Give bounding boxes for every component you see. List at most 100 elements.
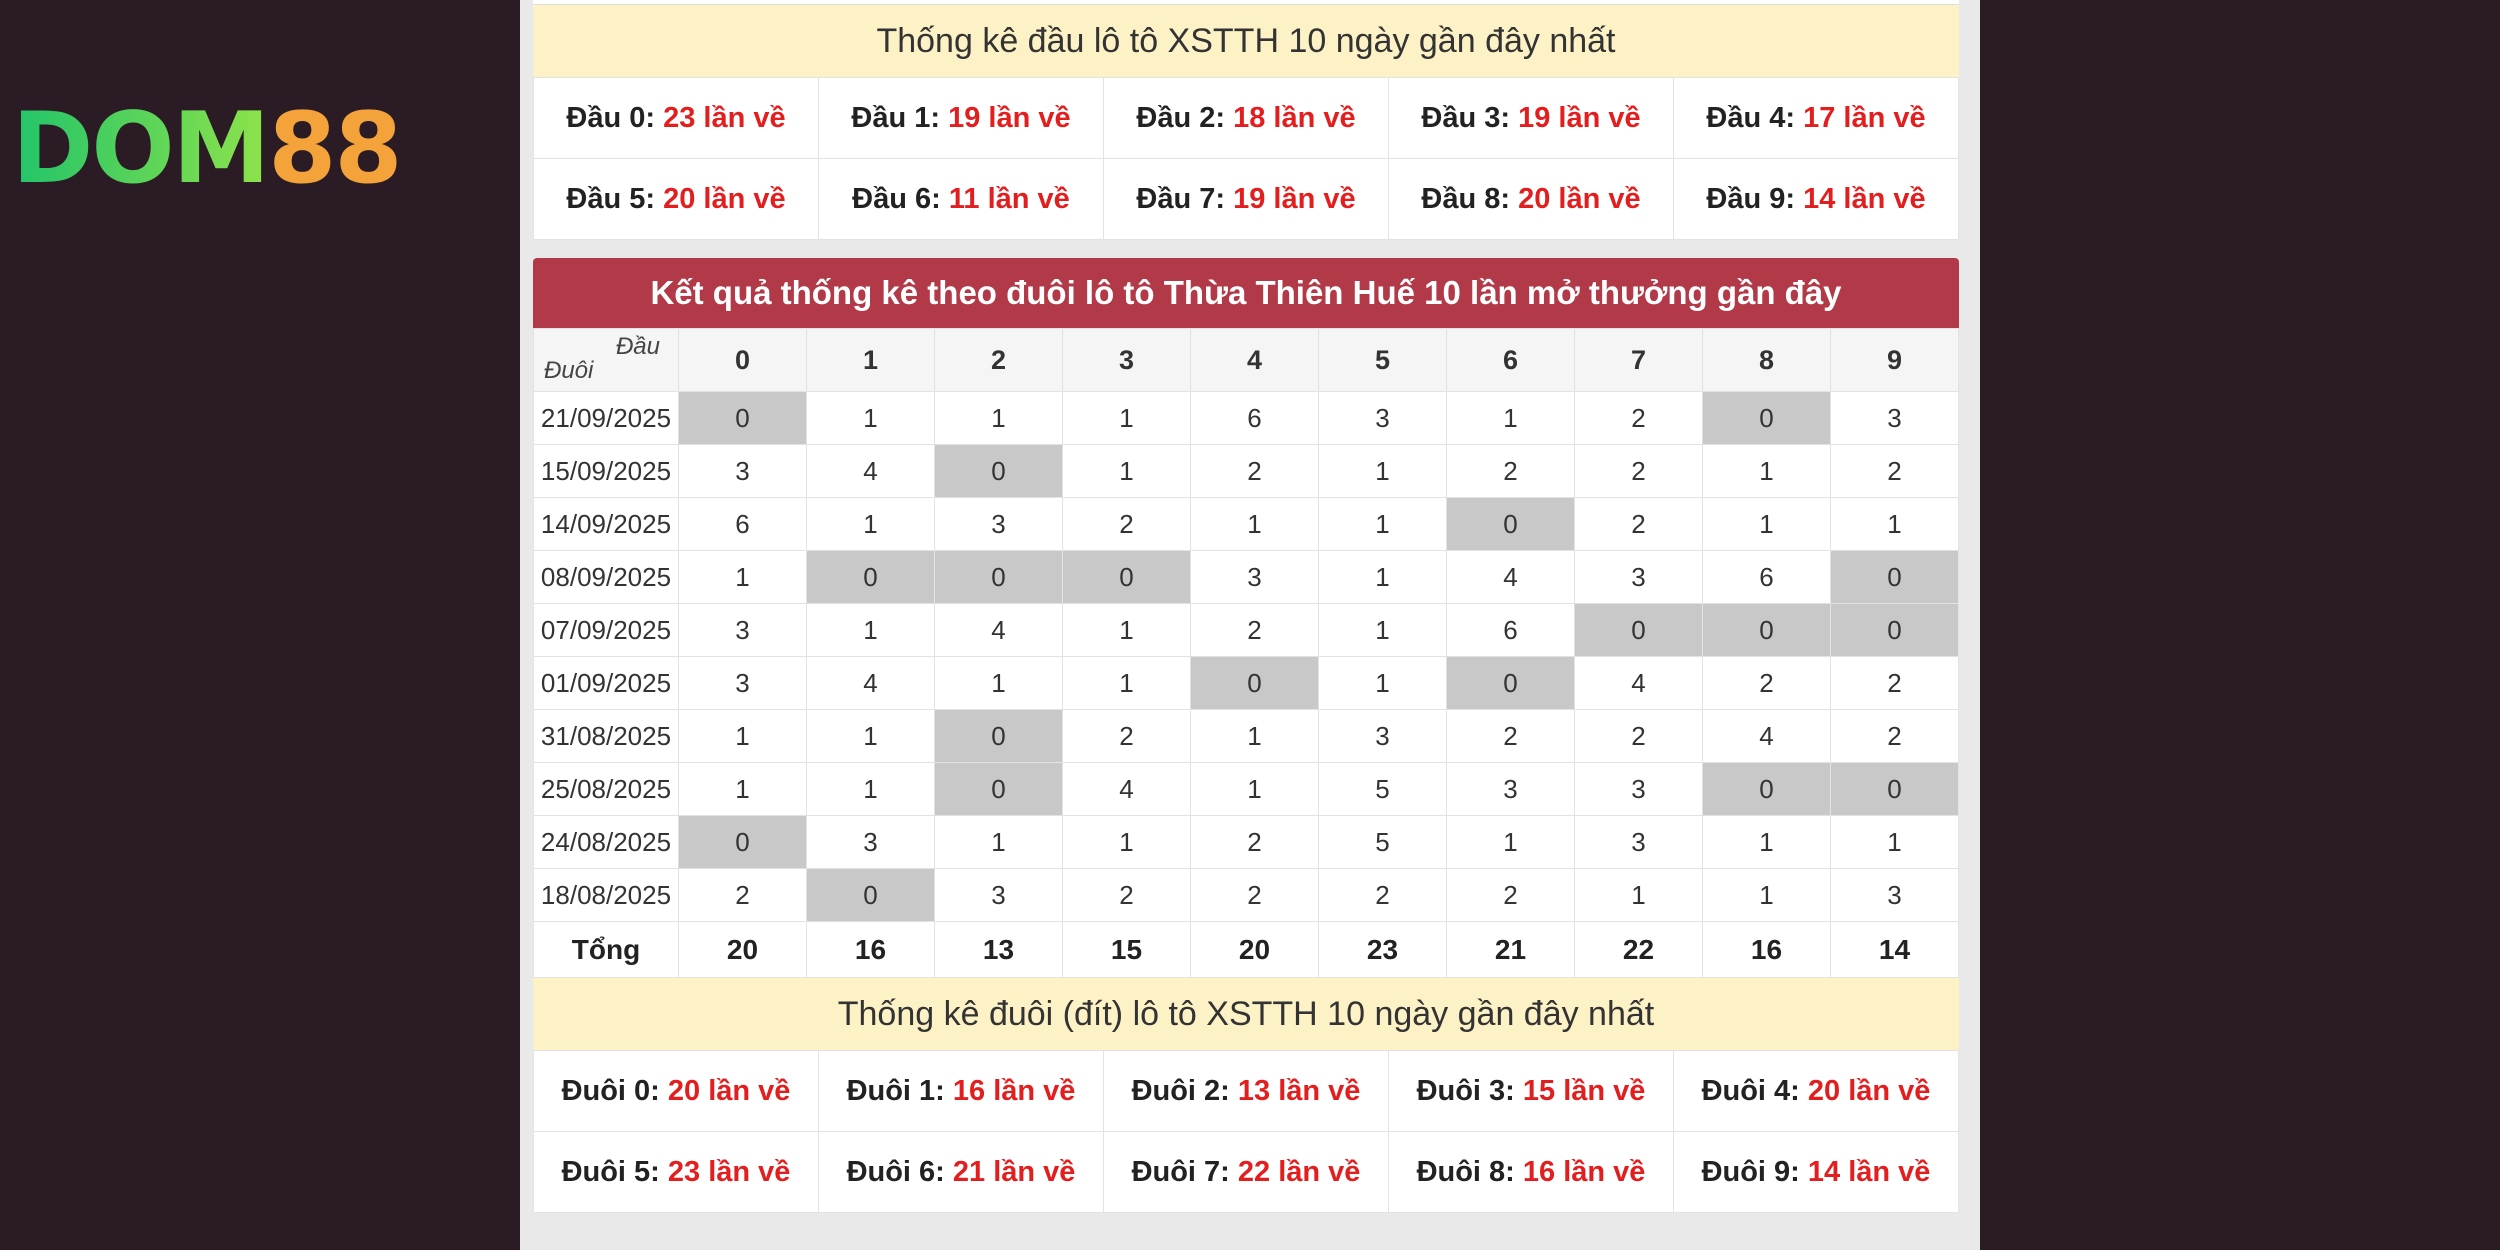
table-row: 15/09/2025 3 4 0 1 2 1 2 2 1 2 bbox=[533, 444, 1959, 498]
count-cell: 0 bbox=[934, 444, 1063, 498]
duoi-stat-label: Đuôi 5: bbox=[561, 1155, 660, 1188]
total-cell: 14 bbox=[1830, 921, 1959, 978]
duoi-stat-count: 13 lần về bbox=[1237, 1074, 1361, 1107]
count-cell: 1 bbox=[1062, 391, 1191, 445]
dau-stat-cell: Đầu 5: 20 lần về bbox=[533, 158, 819, 240]
count-cell: 0 bbox=[934, 550, 1063, 604]
duoi-stat-label: Đuôi 8: bbox=[1416, 1155, 1515, 1188]
count-cell: 1 bbox=[1830, 497, 1959, 551]
dom88-logo[interactable]: DOM88 bbox=[12, 100, 403, 198]
count-cell: 1 bbox=[1190, 497, 1319, 551]
dau-stat-label: Đầu 5: bbox=[566, 182, 656, 215]
table-row: 07/09/2025 3 1 4 1 2 1 6 0 0 0 bbox=[533, 603, 1959, 657]
dau-stats-title: Thống kê đầu lô tô XSTTH 10 ngày gần đây… bbox=[533, 5, 1959, 77]
count-cell: 6 bbox=[1190, 391, 1319, 445]
count-cell: 1 bbox=[1062, 444, 1191, 498]
dau-stat-cell: Đầu 4: 17 lần về bbox=[1673, 77, 1959, 159]
dau-stat-label: Đầu 0: bbox=[566, 101, 656, 134]
duoi-stat-count: 20 lần về bbox=[667, 1074, 791, 1107]
table-row: 25/08/2025 1 1 0 4 1 5 3 3 0 0 bbox=[533, 762, 1959, 816]
count-cell: 3 bbox=[934, 497, 1063, 551]
count-cell: 2 bbox=[1446, 709, 1575, 763]
count-cell: 2 bbox=[1446, 444, 1575, 498]
count-cell: 1 bbox=[1318, 444, 1447, 498]
table-row: 31/08/2025 1 1 0 2 1 3 2 2 4 2 bbox=[533, 709, 1959, 763]
row-date: 14/09/2025 bbox=[533, 497, 679, 551]
dau-stat-count: 18 lần về bbox=[1233, 101, 1356, 134]
dau-stat-label: Đầu 1: bbox=[851, 101, 941, 134]
count-cell: 2 bbox=[1190, 868, 1319, 922]
count-cell: 0 bbox=[934, 762, 1063, 816]
count-cell: 1 bbox=[1446, 391, 1575, 445]
count-cell: 1 bbox=[1318, 497, 1447, 551]
count-cell: 0 bbox=[1446, 656, 1575, 710]
count-cell: 1 bbox=[1446, 815, 1575, 869]
dau-stat-count: 19 lần về bbox=[1518, 101, 1641, 134]
count-cell: 0 bbox=[806, 550, 935, 604]
count-cell: 1 bbox=[806, 709, 935, 763]
count-cell: 0 bbox=[1830, 762, 1959, 816]
row-date: 25/08/2025 bbox=[533, 762, 679, 816]
duoi-stat-count: 15 lần về bbox=[1522, 1074, 1646, 1107]
duoi-stat-cell: Đuôi 3: 15 lần về bbox=[1388, 1050, 1674, 1132]
count-cell: 3 bbox=[1574, 815, 1703, 869]
dau-stat-label: Đầu 2: bbox=[1136, 101, 1226, 134]
count-cell: 1 bbox=[1190, 709, 1319, 763]
dau-stat-row: Đầu 0: 23 lần về Đầu 1: 19 lần về Đầu 2: 1… bbox=[533, 77, 1959, 159]
duoi-stat-label: Đuôi 4: bbox=[1701, 1074, 1800, 1107]
count-cell: 2 bbox=[1830, 709, 1959, 763]
count-cell: 3 bbox=[1574, 550, 1703, 604]
duoi-stat-label: Đuôi 9: bbox=[1701, 1155, 1800, 1188]
total-cell: 23 bbox=[1318, 921, 1447, 978]
total-cell: 20 bbox=[678, 921, 807, 978]
count-cell: 0 bbox=[1830, 603, 1959, 657]
count-cell: 0 bbox=[934, 709, 1063, 763]
dau-stat-cell: Đầu 9: 14 lần về bbox=[1673, 158, 1959, 240]
duoi-stat-count: 14 lần về bbox=[1807, 1155, 1931, 1188]
row-date: 21/09/2025 bbox=[533, 391, 679, 445]
duoi-stat-cell: Đuôi 1: 16 lần về bbox=[818, 1050, 1104, 1132]
count-cell: 2 bbox=[1574, 709, 1703, 763]
column-header: 5 bbox=[1318, 328, 1447, 392]
duoi-stat-label: Đuôi 6: bbox=[846, 1155, 945, 1188]
dau-stats-table: Đầu 0: 23 lần về Đầu 1: 19 lần về Đầu 2: 1… bbox=[533, 77, 1959, 240]
column-header: 7 bbox=[1574, 328, 1703, 392]
duoi-stat-cell: Đuôi 4: 20 lần về bbox=[1673, 1050, 1959, 1132]
count-cell: 4 bbox=[806, 656, 935, 710]
count-cell: 0 bbox=[1190, 656, 1319, 710]
table-row: 01/09/2025 3 4 1 1 0 1 0 4 2 2 bbox=[533, 656, 1959, 710]
count-cell: 4 bbox=[1702, 709, 1831, 763]
content-inner: Thống kê đầu lô tô XSTTH 10 ngày gần đây… bbox=[533, 0, 1959, 1213]
dau-stat-count: 23 lần về bbox=[663, 101, 786, 134]
count-cell: 1 bbox=[678, 762, 807, 816]
dau-stat-count: 11 lần về bbox=[948, 182, 1070, 215]
count-cell: 2 bbox=[678, 868, 807, 922]
duoi-stat-count: 21 lần về bbox=[952, 1155, 1076, 1188]
count-cell: 1 bbox=[806, 391, 935, 445]
duoi-stat-label: Đuôi 2: bbox=[1131, 1074, 1230, 1107]
count-cell: 1 bbox=[678, 550, 807, 604]
count-cell: 0 bbox=[1062, 550, 1191, 604]
count-cell: 1 bbox=[1062, 603, 1191, 657]
count-cell: 0 bbox=[1830, 550, 1959, 604]
count-cell: 0 bbox=[678, 391, 807, 445]
count-cell: 3 bbox=[1830, 391, 1959, 445]
dau-stat-cell: Đầu 7: 19 lần về bbox=[1103, 158, 1389, 240]
duoi-stat-count: 20 lần về bbox=[1807, 1074, 1931, 1107]
count-cell: 5 bbox=[1318, 815, 1447, 869]
dau-stat-label: Đầu 6: bbox=[852, 182, 941, 215]
count-cell: 2 bbox=[1190, 444, 1319, 498]
row-date: 18/08/2025 bbox=[533, 868, 679, 922]
count-cell: 2 bbox=[1830, 656, 1959, 710]
table-row: 21/09/2025 0 1 1 1 6 3 1 2 0 3 bbox=[533, 391, 1959, 445]
count-cell: 0 bbox=[678, 815, 807, 869]
duoi-stat-label: Đuôi 1: bbox=[846, 1074, 945, 1107]
dau-stat-label: Đầu 4: bbox=[1706, 101, 1796, 134]
row-date: 24/08/2025 bbox=[533, 815, 679, 869]
duoi-stat-cell: Đuôi 6: 21 lần về bbox=[818, 1131, 1104, 1213]
count-cell: 4 bbox=[1062, 762, 1191, 816]
count-cell: 4 bbox=[934, 603, 1063, 657]
duoi-stat-count: 16 lần về bbox=[952, 1074, 1076, 1107]
dau-stat-cell: Đầu 6: 11 lần về bbox=[818, 158, 1104, 240]
table-corner-header: Đầu Đuôi bbox=[533, 328, 679, 392]
